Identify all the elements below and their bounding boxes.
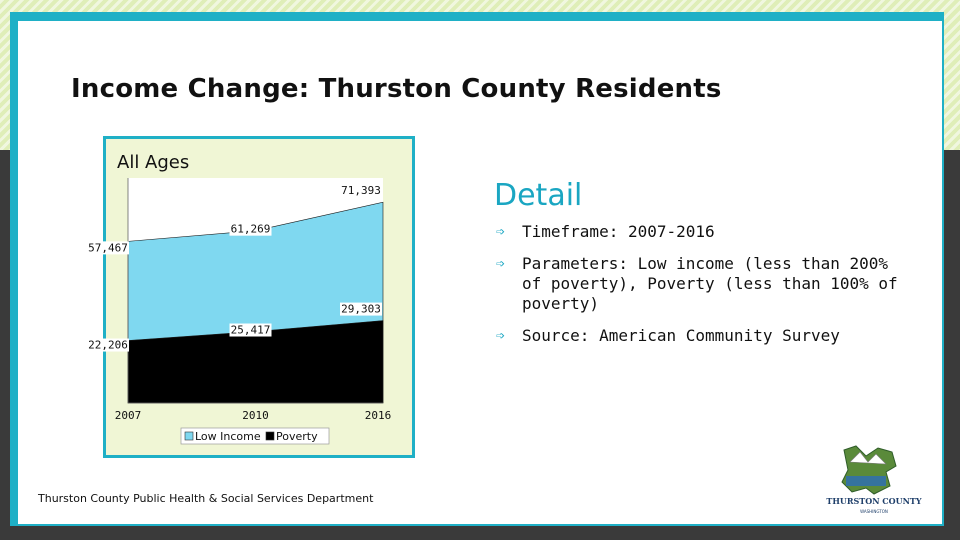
logo-subtext: WASHINGTON: [860, 509, 888, 514]
logo-text: THURSTON COUNTY: [826, 496, 922, 506]
detail-item: ➩ Source: American Community Survey: [496, 326, 916, 346]
x-tick-label: 2010: [242, 409, 269, 422]
detail-item-text: Timeframe: 2007-2016: [522, 222, 715, 241]
data-label-background: [87, 338, 129, 352]
legend-label: Poverty: [276, 430, 318, 443]
detail-item: ➩ Timeframe: 2007-2016: [496, 222, 916, 242]
x-tick-label: 2007: [115, 409, 142, 422]
chart-legend: Low Income Poverty: [180, 427, 330, 445]
plot-area: [127, 178, 384, 404]
chart-title: All Ages: [117, 152, 189, 173]
detail-item: ➩ Parameters: Low income (less than 200%…: [496, 254, 916, 314]
legend-swatch: [265, 431, 275, 441]
data-labels: 57,467 61,269 71,393 22,206 25,417 29,303: [87, 184, 382, 352]
x-tick-label: 2016: [365, 409, 392, 422]
data-label: 71,393: [341, 184, 381, 197]
data-label: 25,417: [231, 324, 271, 337]
data-label-background: [340, 184, 382, 198]
detail-heading: Detail: [494, 178, 583, 213]
thurston-county-logo-icon: THURSTON COUNTY WASHINGTON: [826, 445, 922, 514]
data-label-background: [229, 222, 272, 236]
source-note: Thurston County Public Health & Social S…: [38, 492, 374, 505]
legend-label: Low Income: [195, 430, 261, 443]
data-label: 61,269: [231, 223, 271, 236]
x-axis-ticks: 2007 2010 2016: [115, 409, 392, 422]
data-label: 29,303: [341, 303, 381, 316]
slide-title: Income Change: Thurston County Residents: [71, 74, 722, 104]
data-label-background: [87, 241, 129, 255]
legend-swatch: [184, 431, 194, 441]
area-chart: All Ages 57,467 61,269 71,393 22,206 25,417 2…: [87, 152, 392, 445]
detail-item-text: Source: American Community Survey: [522, 326, 840, 345]
data-label: 57,467: [88, 241, 128, 254]
legend-box: [180, 427, 330, 445]
detail-list: ➩ Timeframe: 2007-2016 ➩ Parameters: Low…: [496, 222, 916, 358]
arrow-icon: ➩: [496, 223, 506, 241]
data-label-background: [340, 302, 382, 316]
detail-item-text: Parameters: Low income (less than 200% o…: [522, 254, 898, 313]
data-label: 22,206: [88, 339, 128, 352]
arrow-icon: ➩: [496, 327, 506, 345]
data-label-background: [229, 323, 272, 337]
arrow-icon: ➩: [496, 255, 506, 273]
